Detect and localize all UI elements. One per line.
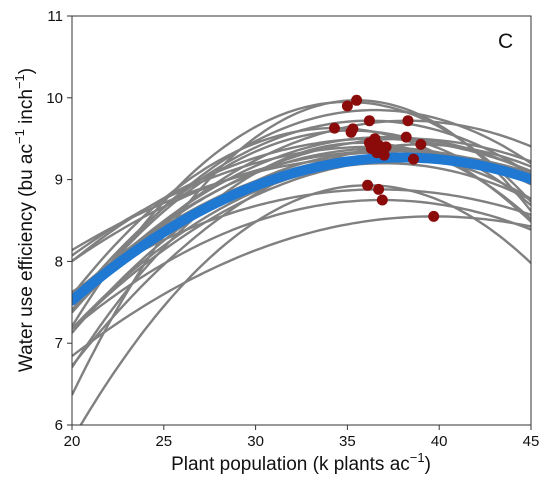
- optimum-point: [408, 153, 419, 165]
- mean-curve: [72, 152, 531, 306]
- x-tick-label: 30: [247, 433, 264, 450]
- y-axis-title: Water use efficiency (bu ac−1 inch−1): [12, 68, 37, 372]
- optimum-point: [376, 194, 388, 206]
- y-tick-label: 8: [55, 253, 63, 270]
- optimum-point: [380, 141, 392, 153]
- optimum-point: [378, 149, 390, 161]
- y-axis-ticks: 6 7 8 9 10 11: [46, 8, 72, 434]
- plot-frame: [71, 15, 532, 426]
- site-curve: [72, 149, 531, 263]
- y-tick-label: 7: [55, 335, 63, 352]
- optimum-point: [402, 115, 414, 127]
- site-curve: [72, 215, 531, 358]
- optimum-point: [341, 100, 353, 112]
- site-curve: [72, 198, 531, 330]
- optimum-point: [329, 122, 340, 134]
- optimum-point: [400, 131, 412, 143]
- optimum-point: [363, 115, 375, 127]
- site-curves: [72, 99, 531, 425]
- y-tick-label: 10: [46, 90, 63, 107]
- panel-label: C: [498, 30, 513, 53]
- optimum-point: [373, 183, 385, 195]
- optimum-point: [362, 179, 374, 191]
- optimum-points: [329, 94, 440, 222]
- optimum-point: [415, 138, 427, 150]
- optimum-point: [347, 123, 359, 135]
- y-tick-label: 6: [55, 417, 63, 434]
- x-tick-label: 25: [155, 433, 172, 450]
- optimum-point: [351, 94, 363, 106]
- x-axis-ticks: 20 25 30 35 40 45: [64, 425, 540, 450]
- y-tick-label: 11: [47, 8, 63, 25]
- mean-curve-group: [72, 152, 531, 306]
- x-tick-label: 35: [339, 433, 356, 450]
- x-tick-label: 40: [431, 433, 448, 450]
- optimum-point: [428, 210, 440, 222]
- x-tick-label: 45: [523, 433, 540, 450]
- x-axis-title: Plant population (k plants ac−1): [171, 450, 431, 475]
- site-curve: [79, 184, 531, 425]
- x-tick-label: 20: [64, 433, 81, 450]
- y-tick-label: 9: [55, 172, 63, 189]
